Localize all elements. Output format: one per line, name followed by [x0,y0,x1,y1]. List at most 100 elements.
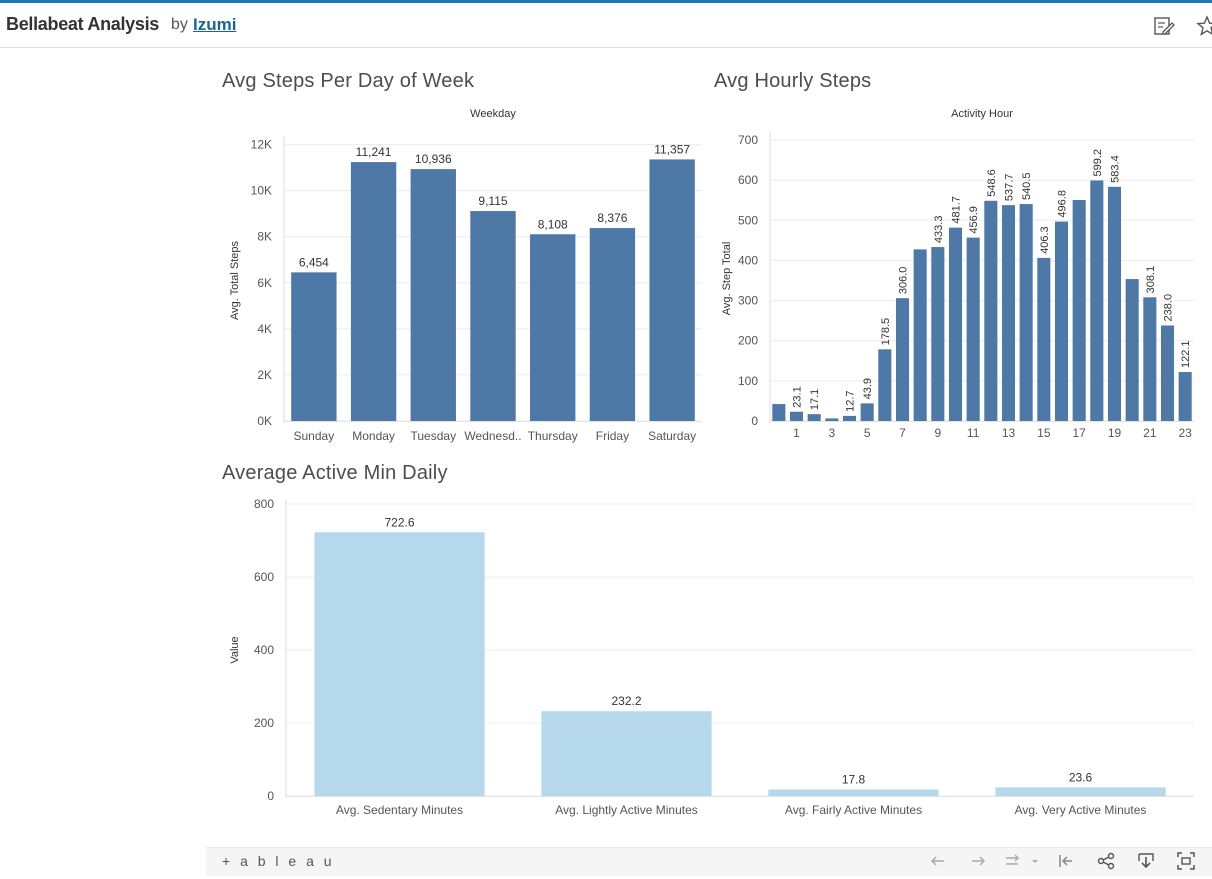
hourly-bar[interactable] [1143,297,1157,421]
hourly-y-tick-label: 600 [738,173,758,187]
hourly-bar[interactable] [1054,221,1069,421]
hourly-y-tick-label: 400 [738,253,758,267]
hourly-bar[interactable] [1072,200,1086,421]
weekday-x-tick-label: Sunday [294,429,335,443]
hourly-data-label: 481.7 [951,196,963,224]
weekday-y-tick-label: 0K [257,414,272,428]
hourly-bar[interactable] [789,411,804,421]
active-data-label: 23.6 [1069,770,1093,784]
active-bar[interactable] [541,711,712,796]
hourly-bar[interactable] [772,404,786,421]
weekday-bar[interactable] [410,169,456,421]
active-bar[interactable] [995,787,1166,796]
weekday-bar[interactable] [291,272,337,421]
weekday-x-tick-label: Saturday [648,429,696,443]
hourly-bar[interactable] [913,249,927,421]
weekday-x-tick-label: Tuesday [410,429,456,443]
weekday-chart-title: Avg Steps Per Day of Week [222,70,475,92]
tableau-logo: + a b l e a u [222,853,335,869]
weekday-bar[interactable] [470,211,516,421]
hourly-chart[interactable]: Activity Hour 0 100 200 300 400 500 600 700 Avg. … [714,100,1204,450]
active-x-tick-label: Avg. Very Active Minutes [1015,803,1147,817]
hourly-bar[interactable] [807,414,821,421]
hourly-bar[interactable] [966,237,980,421]
share-icon[interactable] [1096,851,1116,871]
active-chart[interactable]: 0 200 400 600 800 Value 722.6 Avg. Sedentary Mi… [222,492,1202,828]
hourly-bar[interactable] [1125,279,1139,421]
weekday-bar[interactable] [350,162,397,421]
hourly-bar[interactable] [931,247,945,421]
hourly-x-tick-label: 11 [967,426,980,440]
by-label: by [171,16,188,33]
weekday-data-label: 11,357 [654,142,690,156]
hourly-bar[interactable] [984,200,998,421]
hourly-data-label: 238.0 [1163,294,1175,322]
edit-icon[interactable] [1153,15,1175,37]
redo-icon[interactable] [968,851,988,871]
hourly-bar[interactable] [878,349,892,421]
hourly-data-label: 540.5 [1021,173,1033,201]
weekday-bar[interactable] [589,228,636,421]
weekday-y-axis-label: Avg. Total Steps [229,240,241,320]
revert-icon[interactable] [1002,851,1042,871]
hourly-bar[interactable] [825,418,839,421]
weekday-header: Weekday [470,108,516,120]
hourly-data-label: 433.3 [933,216,945,244]
weekday-bar[interactable] [530,234,576,421]
hourly-x-tick-label: 1 [793,426,800,440]
hourly-bar[interactable] [1001,205,1016,421]
hourly-bar[interactable] [895,298,910,421]
hourly-bar[interactable] [1160,325,1175,421]
hourly-data-label: 456.9 [968,206,980,234]
weekday-y-tick-label: 12K [251,138,272,152]
hourly-bar[interactable] [860,403,874,421]
hourly-bar[interactable] [842,415,857,421]
hourly-bar[interactable] [1090,180,1104,421]
active-bar[interactable] [768,789,939,796]
author-link[interactable]: Izumi [193,15,237,34]
hourly-bar[interactable] [1019,204,1033,421]
hourly-data-label: 17.1 [809,389,821,410]
hourly-bar[interactable] [1037,257,1051,421]
hourly-data-label: 599.2 [1092,149,1104,177]
weekday-y-tick-label: 6K [257,276,272,290]
hourly-x-tick-label: 7 [899,426,906,440]
dashboard-title: Bellabeat Analysis [6,14,160,34]
hourly-y-axis-label: Avg. Step Total [721,242,733,316]
star-icon[interactable] [1196,15,1212,37]
hourly-y-tick-label: 200 [738,334,758,348]
hourly-y-tick-label: 300 [738,294,758,308]
active-y-tick-label: 400 [254,643,274,657]
weekday-x-tick-label: Thursday [528,429,578,443]
hourly-x-tick-label: 5 [864,426,871,440]
weekday-data-label: 8,376 [597,211,627,225]
active-x-tick-label: Avg. Lightly Active Minutes [555,803,698,817]
weekday-bar[interactable] [649,159,695,422]
hourly-bar[interactable] [1107,186,1122,421]
hourly-data-label: 306.0 [898,267,910,295]
undo-icon[interactable] [928,851,948,871]
weekday-y-tick-label: 4K [257,322,272,336]
active-bar[interactable] [314,532,485,796]
fullscreen-icon[interactable] [1176,851,1196,871]
hourly-y-tick-label: 0 [751,414,758,428]
weekday-chart[interactable]: Weekday 0K 2K 4K 6K 8K 10K 12K Avg. Total Steps 6… [222,100,706,450]
hourly-data-label: 496.8 [1057,190,1069,218]
hourly-x-tick-label: 9 [934,426,941,440]
hourly-y-tick-label: 700 [738,133,758,147]
hourly-data-label: 23.1 [792,386,804,407]
dashboard-header: Bellabeat Analysis by Izumi [0,3,1212,48]
hourly-data-label: 43.9 [862,378,874,399]
weekday-y-tick-label: 8K [257,230,272,244]
hourly-bar[interactable] [1178,371,1192,421]
active-x-tick-label: Avg. Fairly Active Minutes [785,803,922,817]
hourly-data-label: 178.5 [880,318,892,346]
download-icon[interactable] [1136,851,1156,871]
active-y-tick-label: 800 [254,497,274,511]
weekday-data-label: 10,936 [415,152,452,166]
hourly-bar[interactable] [948,227,963,421]
active-data-label: 722.6 [384,515,414,529]
weekday-data-label: 8,108 [538,217,568,231]
tableau-toolbar: + a b l e a u [206,847,1212,876]
reset-icon[interactable] [1056,851,1076,871]
